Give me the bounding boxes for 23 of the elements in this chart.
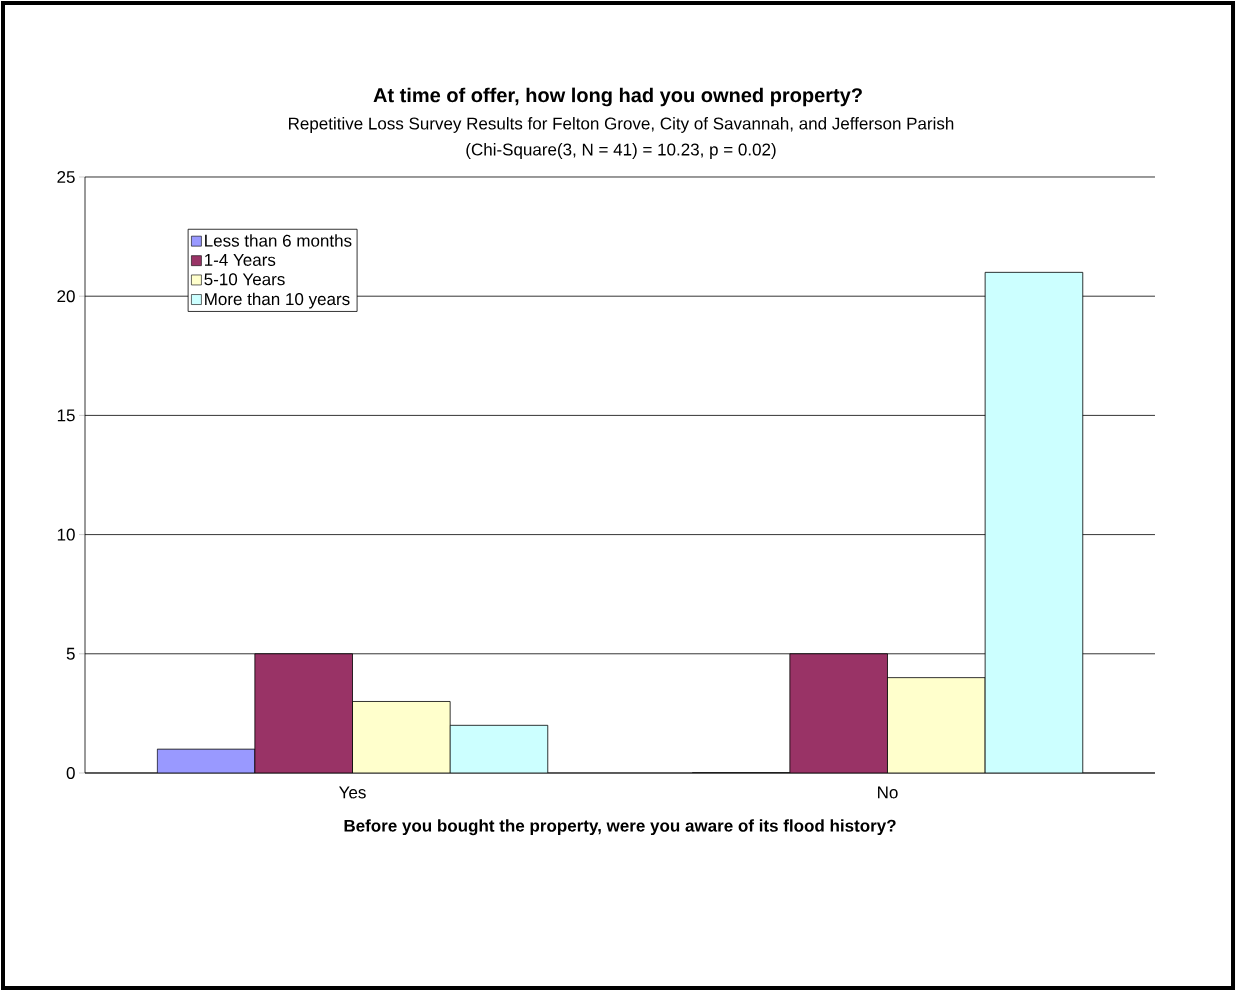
chart-subtitle: Repetitive Loss Survey Results for Felton Grove, City of Savannah, and Jefferson Parish — [289, 117, 954, 133]
legend-label: 5-10 Years — [204, 273, 285, 286]
y-tick-label: 5 — [66, 647, 75, 660]
bar — [789, 653, 888, 773]
x-axis-title: Before you bought the property, were you aware of its flood history? — [344, 819, 896, 836]
legend-label: Less than 6 months — [205, 234, 352, 247]
y-tick-label: 10 — [57, 528, 75, 541]
bar — [984, 271, 1084, 773]
y-tick-label: 15 — [57, 409, 75, 422]
bar — [352, 701, 451, 773]
legend-label: More than 10 years — [205, 292, 350, 309]
bar — [156, 748, 256, 773]
bar — [887, 677, 986, 773]
chart-title: At time of offer, how long had you owned property? — [373, 87, 862, 107]
bar — [449, 724, 549, 773]
bar — [254, 653, 353, 773]
x-tick-label: Yes — [339, 786, 366, 799]
y-tick-label: 25 — [57, 170, 75, 184]
legend-label: 1-4 Years — [205, 254, 276, 266]
y-tick-label: 0 — [66, 766, 75, 780]
x-tick-label: No — [878, 786, 898, 799]
text: (Chi-Square(3, N = 41) = 10.23, p = 0.02) — [466, 143, 776, 159]
y-tick-label: 20 — [57, 290, 75, 303]
